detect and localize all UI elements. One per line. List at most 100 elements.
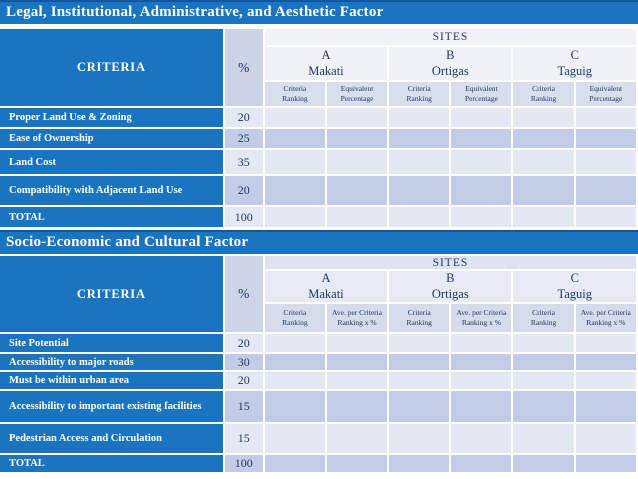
subheader-criteria-ranking: Criteria Ranking <box>389 82 450 106</box>
data-cell <box>326 424 388 454</box>
site-city: Makati <box>308 286 344 301</box>
data-cell <box>389 207 450 227</box>
subheader-ave-per-criteria: Ave. per Criteria Ranking x % <box>575 304 636 333</box>
subheader-criteria-ranking: Criteria Ranking <box>389 304 450 333</box>
data-cell <box>264 207 325 227</box>
percent-value-cell: 35 <box>224 150 263 174</box>
data-cell <box>575 150 636 174</box>
data-cell <box>451 334 512 353</box>
table-row: Accessibility to important existing faci… <box>0 391 636 423</box>
data-cell <box>264 372 325 390</box>
site-column-header-b: B Ortigas <box>389 47 512 80</box>
percent-value-cell: 100 <box>224 207 263 227</box>
data-cell <box>575 176 636 205</box>
percent-header-cell: % <box>224 256 263 333</box>
table-row: Compatibility with Adjacent Land Use 20 <box>0 176 636 205</box>
data-cell <box>513 150 574 174</box>
data-cell <box>575 354 636 371</box>
data-cell <box>513 176 574 205</box>
percent-value-cell: 15 <box>224 424 263 454</box>
data-cell <box>326 108 388 127</box>
data-cell <box>389 424 450 454</box>
site-letter: B <box>446 271 455 285</box>
site-city: Ortigas <box>431 286 469 301</box>
criteria-label-cell: Compatibility with Adjacent Land Use <box>0 176 223 205</box>
table-row: Land Cost 35 <box>0 150 636 174</box>
criteria-label-cell: Site Potential <box>0 334 223 353</box>
data-cell <box>575 129 636 148</box>
site-column-header-c: C Taguig <box>513 271 636 303</box>
data-cell <box>513 354 574 371</box>
criteria-header-cell: CRITERIA <box>0 256 223 333</box>
data-cell <box>575 424 636 454</box>
subheader-criteria-ranking: Criteria Ranking <box>513 82 574 106</box>
data-cell <box>389 176 450 205</box>
sites-header-cell: SITES <box>264 256 636 269</box>
data-cell <box>326 455 388 473</box>
data-cell <box>264 176 325 205</box>
subheader-criteria-ranking: Criteria Ranking <box>264 82 325 106</box>
site-letter: B <box>446 47 455 62</box>
data-cell <box>264 150 325 174</box>
data-cell <box>575 108 636 127</box>
data-cell <box>451 207 512 227</box>
site-letter: C <box>570 47 579 62</box>
site-column-header-a: A Makati <box>264 47 388 80</box>
site-city: Taguig <box>557 286 593 301</box>
data-cell <box>451 150 512 174</box>
data-cell <box>451 372 512 390</box>
data-cell <box>389 108 450 127</box>
data-cell <box>575 372 636 390</box>
percent-value-cell: 15 <box>224 391 263 423</box>
data-cell <box>575 391 636 423</box>
data-cell <box>326 129 388 148</box>
percent-value-cell: 20 <box>224 176 263 205</box>
table-row: Must be within urban area 20 <box>0 372 636 390</box>
sites-header-cell: SITES <box>264 29 636 45</box>
table-row: Accessibility to major roads 30 <box>0 354 636 371</box>
percent-value-cell: 100 <box>224 455 263 473</box>
percent-value-cell: 20 <box>224 372 263 390</box>
data-cell <box>326 334 388 353</box>
data-cell <box>513 207 574 227</box>
data-cell <box>513 424 574 454</box>
subheader-equivalent-percentage: Equivalent Percentage <box>451 82 512 106</box>
data-cell <box>389 129 450 148</box>
criteria-header-cell: CRITERIA <box>0 29 223 106</box>
data-cell <box>326 176 388 205</box>
data-cell <box>513 391 574 423</box>
data-cell <box>389 455 450 473</box>
criteria-label-cell: Land Cost <box>0 150 223 174</box>
percent-value-cell: 25 <box>224 129 263 148</box>
subheader-criteria-ranking: Criteria Ranking <box>513 304 574 333</box>
site-column-header-b: B Ortigas <box>389 271 512 303</box>
site-city: Taguig <box>557 63 593 78</box>
data-cell <box>451 176 512 205</box>
criteria-label-cell: Accessibility to important existing faci… <box>0 391 223 423</box>
data-cell <box>575 207 636 227</box>
data-cell <box>451 129 512 148</box>
data-cell <box>326 207 388 227</box>
site-city: Makati <box>308 63 344 78</box>
data-cell <box>264 334 325 353</box>
data-cell <box>389 372 450 390</box>
percent-header-cell: % <box>224 29 263 106</box>
percent-value-cell: 30 <box>224 354 263 371</box>
section-title-legal: Legal, Institutional, Administrative, an… <box>0 0 638 24</box>
data-cell <box>451 424 512 454</box>
site-column-header-a: A Makati <box>264 271 388 303</box>
data-cell <box>326 372 388 390</box>
data-cell <box>513 129 574 148</box>
data-cell <box>513 372 574 390</box>
table-row: Proper Land Use & Zoning 20 <box>0 108 636 127</box>
data-cell <box>264 108 325 127</box>
criteria-label-cell: TOTAL <box>0 207 223 227</box>
data-cell <box>451 455 512 473</box>
data-cell <box>389 391 450 423</box>
percent-value-cell: 20 <box>224 334 263 353</box>
data-cell <box>389 334 450 353</box>
criteria-label-cell: Accessibility to major roads <box>0 354 223 371</box>
site-column-header-c: C Taguig <box>513 47 636 80</box>
table-row: Pedestrian Access and Circulation 15 <box>0 424 636 454</box>
